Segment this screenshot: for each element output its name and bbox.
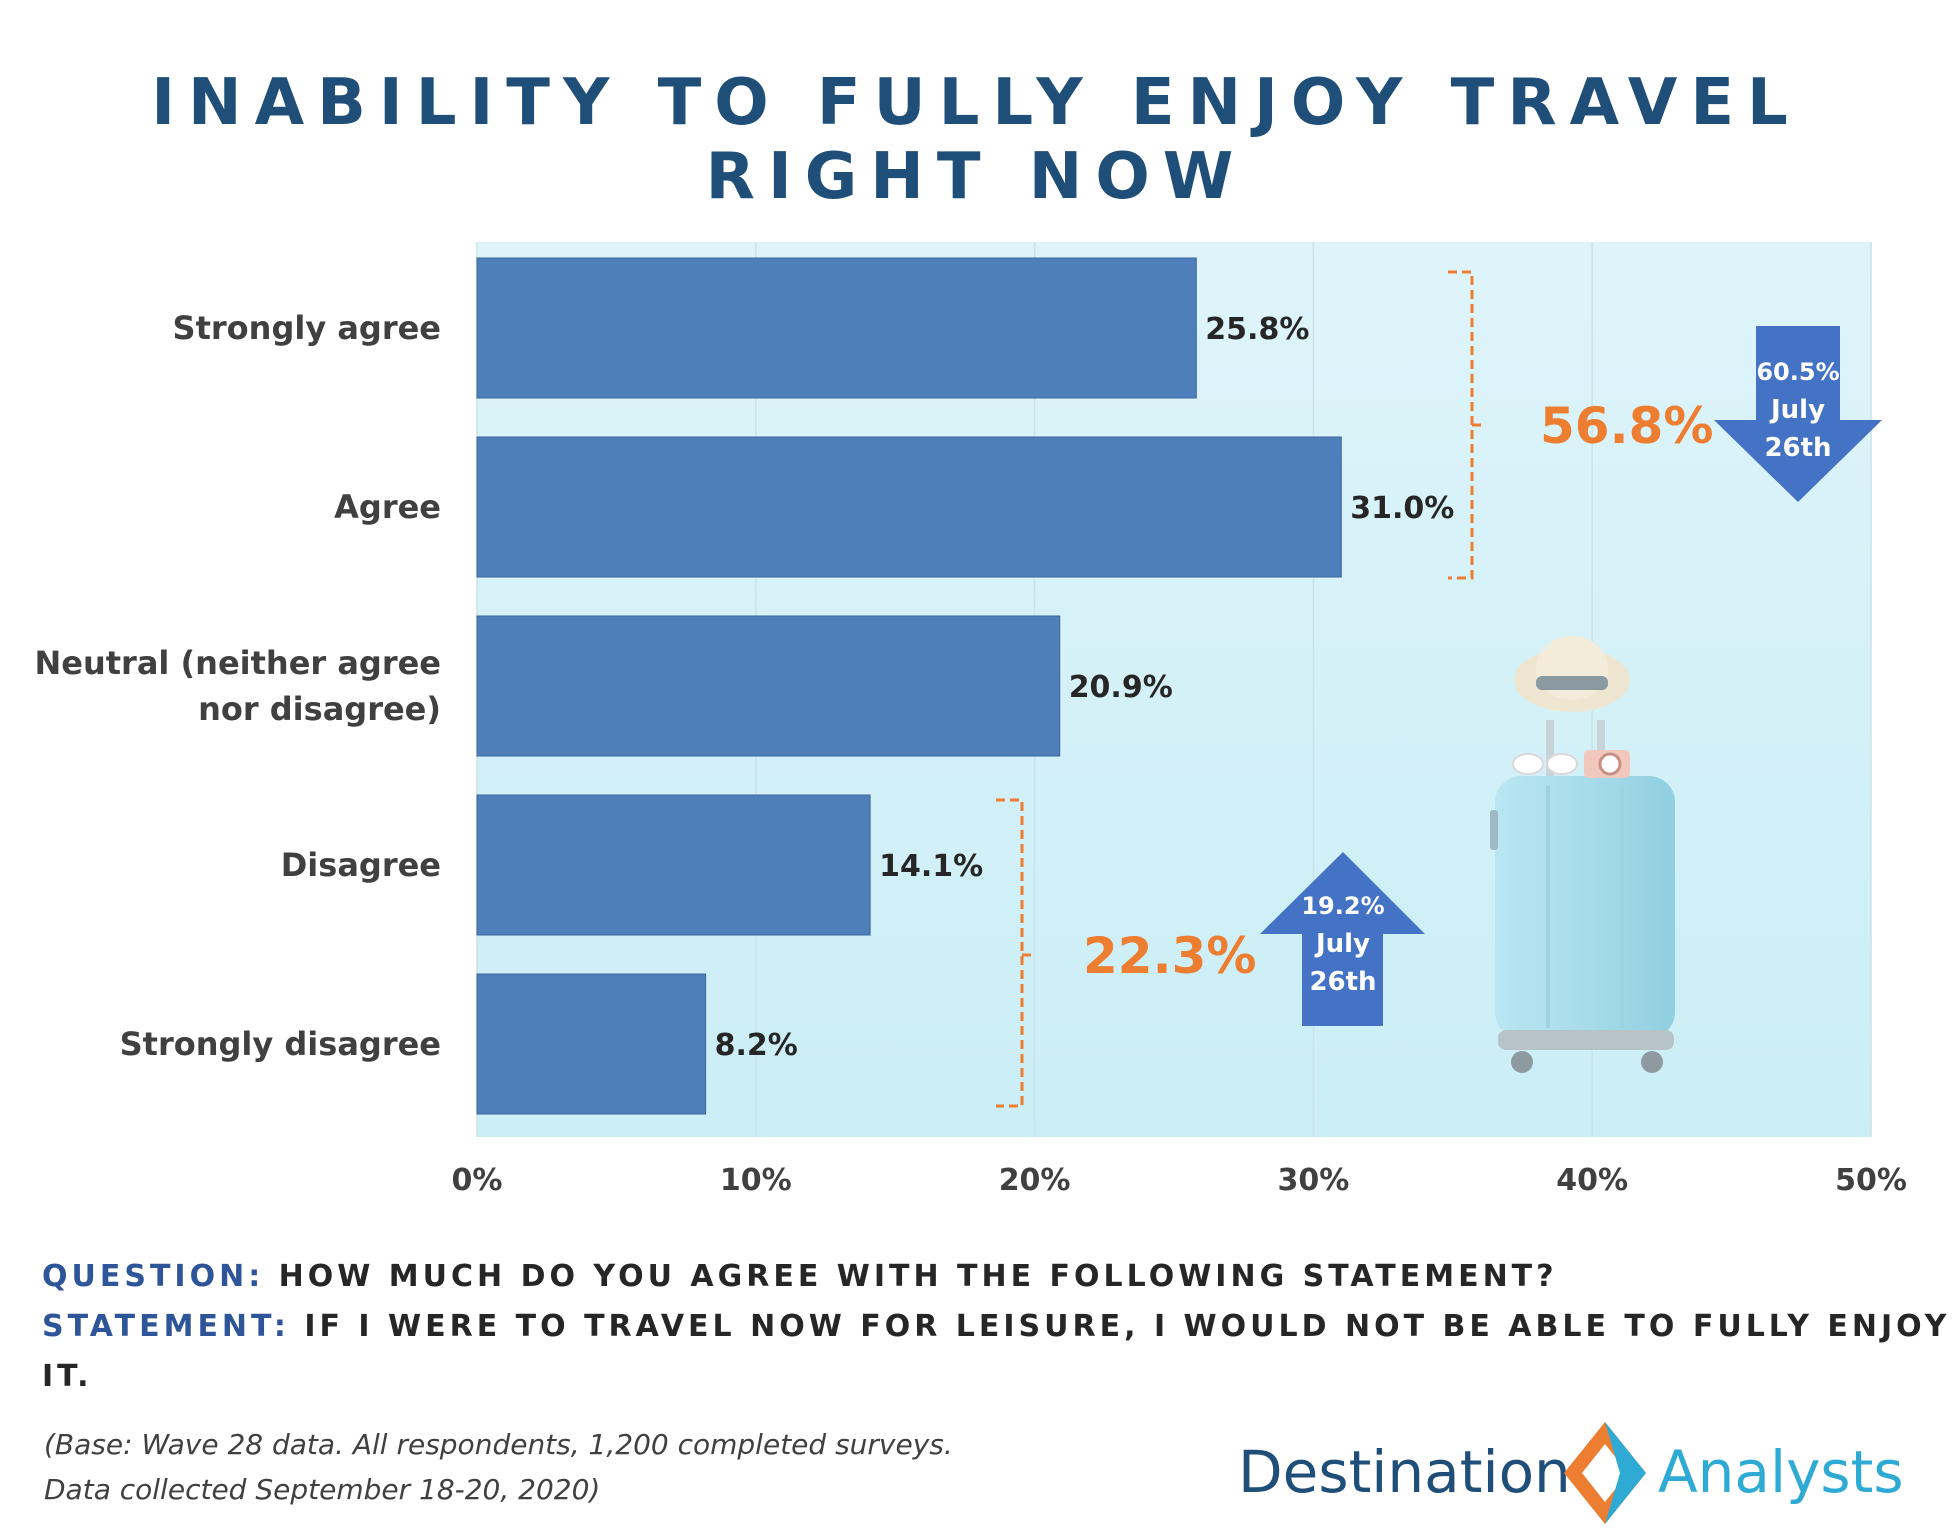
diamond-logo-icon (1564, 1422, 1646, 1524)
data-label: 20.9% (1069, 670, 1173, 705)
question-text: HOW MUCH DO YOU AGREE WITH THE FOLLOWING… (278, 1259, 1558, 1294)
comparison-arrow-down: 60.5% July 26th (1714, 326, 1882, 502)
x-tick-label: 10% (720, 1163, 792, 1198)
statement-text: IF I WERE TO TRAVEL NOW FOR LEISURE, I W… (42, 1309, 1951, 1394)
x-tick-label: 50% (1835, 1163, 1907, 1198)
comparison-arrow-up: 19.2% July 26th (1260, 852, 1425, 1026)
camera-icon (1584, 750, 1630, 778)
arrow-down-day: 26th (1764, 433, 1831, 463)
total-disagree-label: 22.3% (1083, 927, 1256, 985)
bar (476, 973, 707, 1115)
question-line: QUESTION: HOW MUCH DO YOU AGREE WITH THE… (42, 1252, 1952, 1302)
statement-label: STATEMENT: (42, 1309, 290, 1344)
arrow-up-day: 26th (1309, 967, 1376, 997)
x-tick-label: 40% (1556, 1163, 1628, 1198)
suitcase-icon (1490, 636, 1675, 1073)
total-agree-label: 56.8% (1540, 397, 1713, 455)
base-note-line1: (Base: Wave 28 data. All respondents, 1,… (44, 1428, 953, 1461)
chart-title: INABILITY TO FULLY ENJOY TRAVEL RIGHT NO… (151, 66, 1801, 214)
category-label: Strongly disagree (120, 1025, 441, 1063)
data-label: 31.0% (1350, 491, 1454, 526)
sunglasses-icon (1512, 753, 1578, 775)
x-tick-label: 20% (999, 1163, 1071, 1198)
category-label: Agree (334, 488, 441, 526)
arrow-up-month: July (1314, 929, 1370, 959)
destination-analysts-logo: Destination Analysts (1238, 1418, 1938, 1528)
category-label: Strongly agree (173, 309, 441, 347)
logo-word-analysts: Analysts (1658, 1438, 1904, 1506)
bar (476, 257, 1197, 399)
data-label: 14.1% (879, 849, 983, 884)
bracket-agree (1448, 270, 1486, 580)
question-label: QUESTION: (42, 1259, 265, 1294)
data-label: 8.2% (715, 1028, 798, 1063)
category-label: Disagree (281, 846, 441, 884)
bar-chart: 25.8% 31.0% 20.9% 14.1% 8.2% Strongly agree A… (34, 242, 1907, 1198)
arrow-down-month: July (1769, 395, 1825, 425)
bar (476, 794, 871, 936)
bracket-disagree (996, 798, 1036, 1108)
x-tick-label: 30% (1277, 1163, 1349, 1198)
arrow-down-value: 60.5% (1756, 358, 1839, 386)
logo-word-destination: Destination (1238, 1438, 1571, 1506)
base-note-line2: Data collected September 18-20, 2020) (44, 1473, 601, 1506)
arrow-up-value: 19.2% (1301, 892, 1384, 920)
category-label: Neutral (neither agree (34, 644, 441, 682)
data-label: 25.8% (1205, 312, 1309, 347)
statement-line: STATEMENT: IF I WERE TO TRAVEL NOW FOR L… (42, 1302, 1952, 1402)
x-tick-label: 0% (452, 1163, 503, 1198)
category-label: nor disagree) (198, 690, 441, 728)
question-notes: QUESTION: HOW MUCH DO YOU AGREE WITH THE… (42, 1252, 1952, 1402)
bar (476, 436, 1342, 578)
base-note: (Base: Wave 28 data. All respondents, 1,… (44, 1422, 953, 1512)
bar (476, 615, 1061, 757)
